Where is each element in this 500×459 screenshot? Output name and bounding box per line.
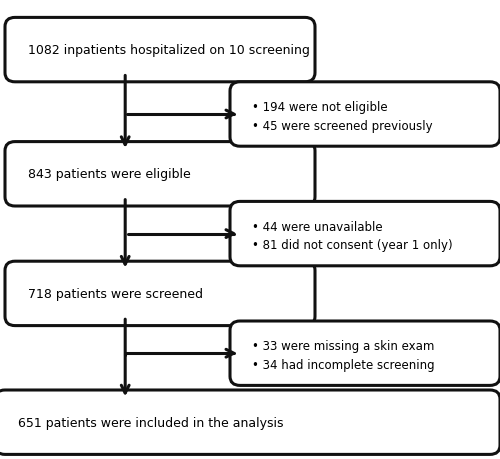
- Text: • 81 did not consent (year 1 only): • 81 did not consent (year 1 only): [252, 239, 453, 252]
- Text: 843 patients were eligible: 843 patients were eligible: [28, 168, 190, 181]
- Text: 718 patients were screened: 718 patients were screened: [28, 287, 203, 300]
- FancyBboxPatch shape: [230, 321, 500, 386]
- Text: • 33 were missing a skin exam: • 33 were missing a skin exam: [252, 340, 435, 353]
- Text: 651 patients were included in the analysis: 651 patients were included in the analys…: [18, 416, 283, 429]
- Text: • 44 were unavailable: • 44 were unavailable: [252, 220, 383, 233]
- Text: • 194 were not eligible: • 194 were not eligible: [252, 101, 388, 114]
- FancyBboxPatch shape: [5, 142, 315, 207]
- Text: • 45 were screened previously: • 45 were screened previously: [252, 119, 433, 132]
- FancyBboxPatch shape: [5, 18, 315, 83]
- FancyBboxPatch shape: [230, 202, 500, 266]
- Text: 1082 inpatients hospitalized on 10 screening: 1082 inpatients hospitalized on 10 scree…: [28, 44, 310, 57]
- Text: • 34 had incomplete screening: • 34 had incomplete screening: [252, 358, 435, 371]
- FancyBboxPatch shape: [0, 390, 500, 454]
- FancyBboxPatch shape: [5, 262, 315, 326]
- FancyBboxPatch shape: [230, 83, 500, 147]
